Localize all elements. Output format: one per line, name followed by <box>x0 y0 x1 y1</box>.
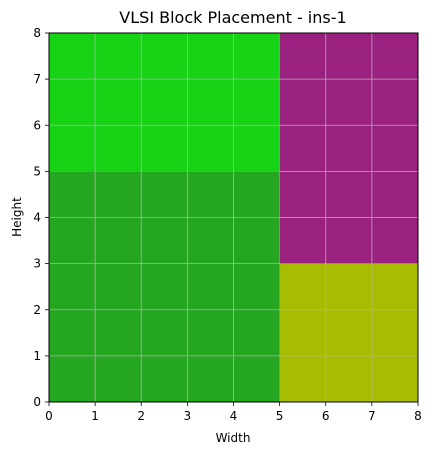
y-tick-label: 3 <box>33 257 41 271</box>
x-tick-label: 6 <box>322 409 330 423</box>
blocks-layer <box>48 32 419 403</box>
y-tick-label: 8 <box>33 26 41 40</box>
x-tick-label: 5 <box>276 409 284 423</box>
y-axis-label: Height <box>10 197 24 237</box>
y-tick-label: 7 <box>33 72 41 86</box>
y-tick-label: 5 <box>33 164 41 178</box>
y-tick-label: 6 <box>33 118 41 132</box>
block-2 <box>48 32 281 172</box>
block-1 <box>48 170 281 403</box>
x-axis-label: Width <box>216 431 251 445</box>
x-tick-label: 1 <box>91 409 99 423</box>
y-tick-label: 2 <box>33 303 41 317</box>
x-tick-label: 2 <box>137 409 145 423</box>
block-4 <box>279 263 419 403</box>
x-tick-label: 7 <box>368 409 376 423</box>
y-tick-label: 0 <box>33 395 41 409</box>
y-tick-label: 1 <box>33 349 41 363</box>
y-tick-label: 4 <box>33 211 41 225</box>
axes-layer: 0 1 2 3 4 5 6 7 8 0 1 2 3 4 5 6 7 8 <box>33 26 421 423</box>
x-tick-label: 0 <box>45 409 53 423</box>
x-tick-label: 3 <box>184 409 192 423</box>
x-tick-label: 4 <box>230 409 238 423</box>
chart-title: VLSI Block Placement - ins-1 <box>119 8 346 27</box>
block-3 <box>279 32 419 265</box>
x-tick-label: 8 <box>414 409 422 423</box>
